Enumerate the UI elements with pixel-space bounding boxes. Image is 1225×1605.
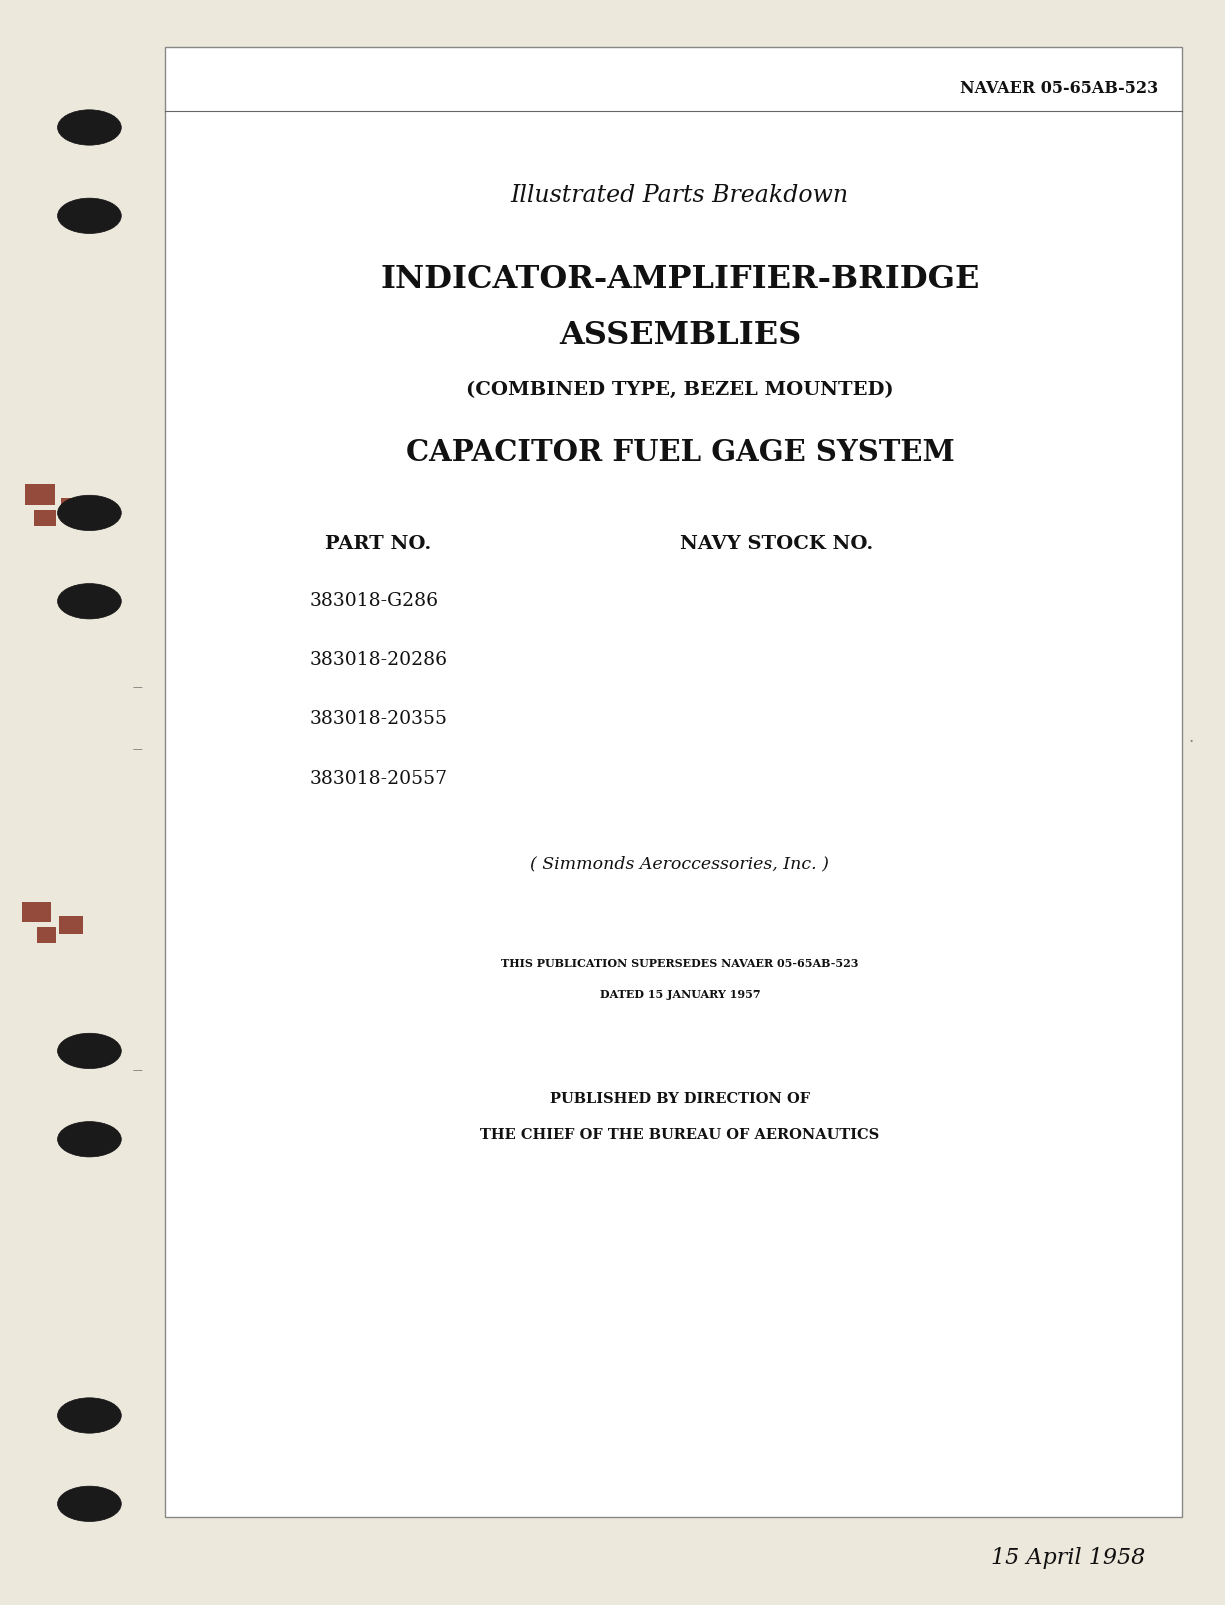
Bar [22, 902, 51, 923]
Text: INDICATOR-AMPLIFIER-BRIDGE: INDICATOR-AMPLIFIER-BRIDGE [380, 263, 980, 295]
Bar [61, 499, 88, 517]
Ellipse shape [58, 1122, 121, 1157]
Text: PUBLISHED BY DIRECTION OF: PUBLISHED BY DIRECTION OF [550, 1091, 810, 1104]
Text: Illustrated Parts Breakdown: Illustrated Parts Breakdown [511, 185, 849, 207]
Text: NAVY STOCK NO.: NAVY STOCK NO. [680, 534, 873, 554]
Text: 15 April 1958: 15 April 1958 [991, 1546, 1145, 1568]
Text: —: — [132, 1066, 142, 1075]
Text: PART NO.: PART NO. [325, 534, 431, 554]
Text: (COMBINED TYPE, BEZEL MOUNTED): (COMBINED TYPE, BEZEL MOUNTED) [466, 380, 894, 400]
Ellipse shape [58, 1486, 121, 1522]
Text: DATED 15 JANUARY 1957: DATED 15 JANUARY 1957 [599, 989, 761, 998]
Text: —: — [132, 682, 142, 692]
Ellipse shape [58, 1398, 121, 1433]
Text: THE CHIEF OF THE BUREAU OF AERONAUTICS: THE CHIEF OF THE BUREAU OF AERONAUTICS [480, 1128, 880, 1141]
Ellipse shape [58, 1034, 121, 1069]
FancyBboxPatch shape [165, 48, 1182, 1517]
Text: ( Simmonds Aeroccessories, Inc. ): ( Simmonds Aeroccessories, Inc. ) [530, 855, 829, 872]
Text: ASSEMBLIES: ASSEMBLIES [559, 319, 801, 351]
Text: —: — [132, 745, 142, 754]
Ellipse shape [58, 111, 121, 146]
Ellipse shape [58, 496, 121, 531]
Text: ·: · [1188, 732, 1193, 751]
Text: 383018-G286: 383018-G286 [310, 591, 439, 610]
Ellipse shape [58, 199, 121, 234]
Text: NAVAER 05-65AB-523: NAVAER 05-65AB-523 [959, 80, 1158, 96]
Text: 383018-20286: 383018-20286 [310, 650, 448, 669]
Text: CAPACITOR FUEL GAGE SYSTEM: CAPACITOR FUEL GAGE SYSTEM [405, 438, 954, 467]
Ellipse shape [58, 584, 121, 620]
Text: THIS PUBLICATION SUPERSEDES NAVAER 05-65AB-523: THIS PUBLICATION SUPERSEDES NAVAER 05-65… [501, 958, 859, 968]
Bar [59, 916, 83, 934]
Bar [34, 510, 56, 526]
Bar [37, 928, 56, 944]
Bar [24, 485, 55, 506]
Text: 383018-20355: 383018-20355 [310, 709, 448, 729]
Text: 383018-20557: 383018-20557 [310, 769, 448, 788]
